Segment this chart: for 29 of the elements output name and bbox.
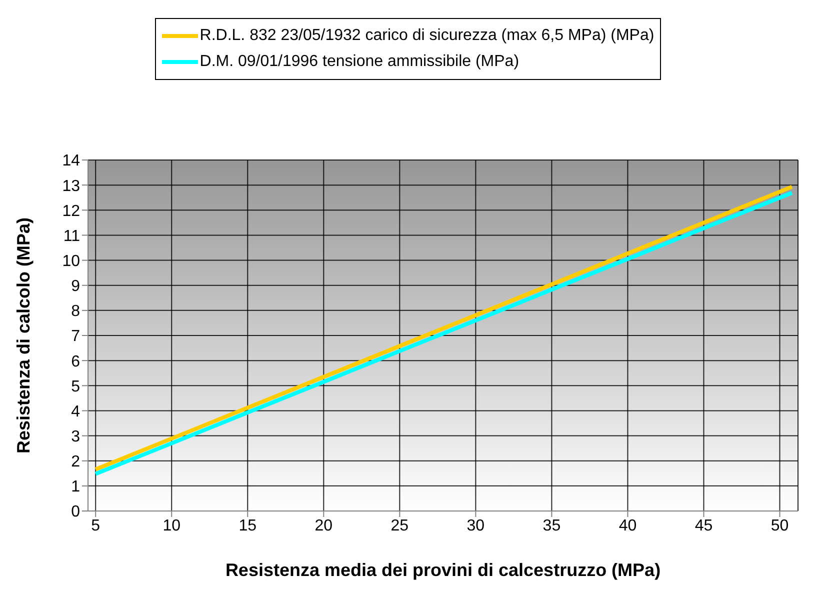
y-tick-label: 12	[62, 202, 80, 220]
x-tick-label: 35	[542, 517, 561, 534]
y-tick-label: 0	[71, 504, 80, 521]
y-tick-label: 3	[71, 428, 80, 446]
y-tick-label: 13	[62, 178, 80, 195]
y-tick-label: 9	[71, 278, 80, 296]
y-tick-label: 5	[71, 378, 80, 396]
x-tick-label: 5	[91, 517, 100, 534]
x-tick-label: 50	[770, 517, 789, 534]
x-axis-title: Resistenza media dei provini di calcestruzzo (MPa)	[225, 560, 661, 580]
x-tick-label: 45	[694, 517, 713, 534]
x-tick-label: 15	[238, 517, 257, 534]
y-tick-label: 8	[71, 303, 80, 320]
x-tick-label: 20	[314, 517, 333, 534]
y-axis-title: Resistenza di calcolo (MPa)	[13, 217, 34, 454]
y-tick-label: 7	[71, 328, 80, 346]
x-tick-label: 25	[390, 517, 409, 534]
x-tick-label: 40	[618, 517, 637, 534]
y-tick-label: 1	[71, 478, 80, 496]
legend-label: R.D.L. 832 23/05/1932 carico di sicurezza (max 6,5 MPa) (MPa)	[200, 26, 654, 46]
x-tick-label: 10	[162, 517, 181, 534]
y-tick-label: 2	[71, 454, 80, 471]
y-tick-label: 4	[71, 403, 80, 420]
y-tick-label: 14	[62, 152, 80, 170]
y-tick-label: 10	[62, 252, 80, 270]
y-tick-label: 11	[63, 228, 80, 245]
x-tick-label: 30	[466, 517, 485, 534]
y-tick-label: 6	[71, 353, 80, 370]
legend-label: D.M. 09/01/1996 tensione ammissibile (MPa)	[200, 52, 520, 72]
